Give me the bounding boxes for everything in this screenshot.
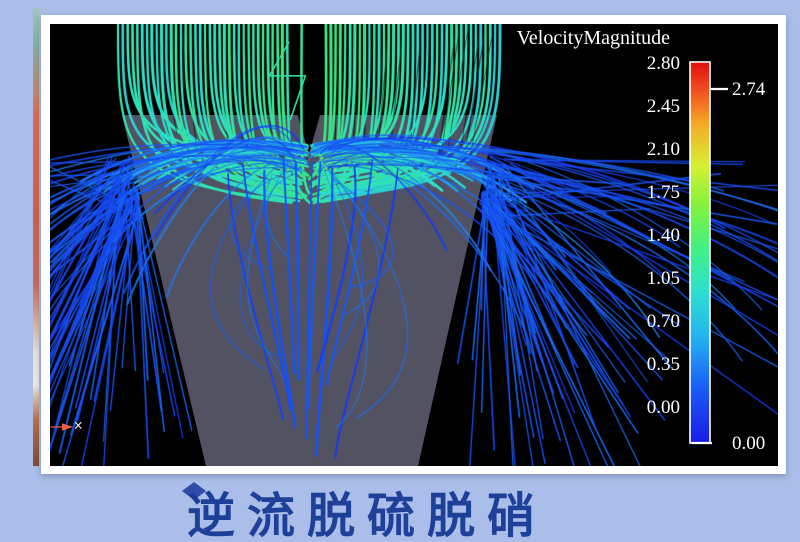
svg-text:0.70: 0.70 <box>647 311 680 332</box>
svg-text:2.10: 2.10 <box>647 139 680 160</box>
svg-text:2.80: 2.80 <box>647 53 680 74</box>
svg-text:2.45: 2.45 <box>647 96 680 117</box>
svg-text:0.35: 0.35 <box>647 354 680 375</box>
svg-text:1.40: 1.40 <box>647 225 680 246</box>
svg-text:1.75: 1.75 <box>647 182 680 203</box>
svg-text:0.00: 0.00 <box>647 397 680 418</box>
svg-text:VelocityMagnitude: VelocityMagnitude <box>517 27 670 49</box>
svg-text:2.74: 2.74 <box>732 79 766 100</box>
svg-text:1.05: 1.05 <box>647 268 680 289</box>
svg-text:0.00: 0.00 <box>732 433 765 454</box>
